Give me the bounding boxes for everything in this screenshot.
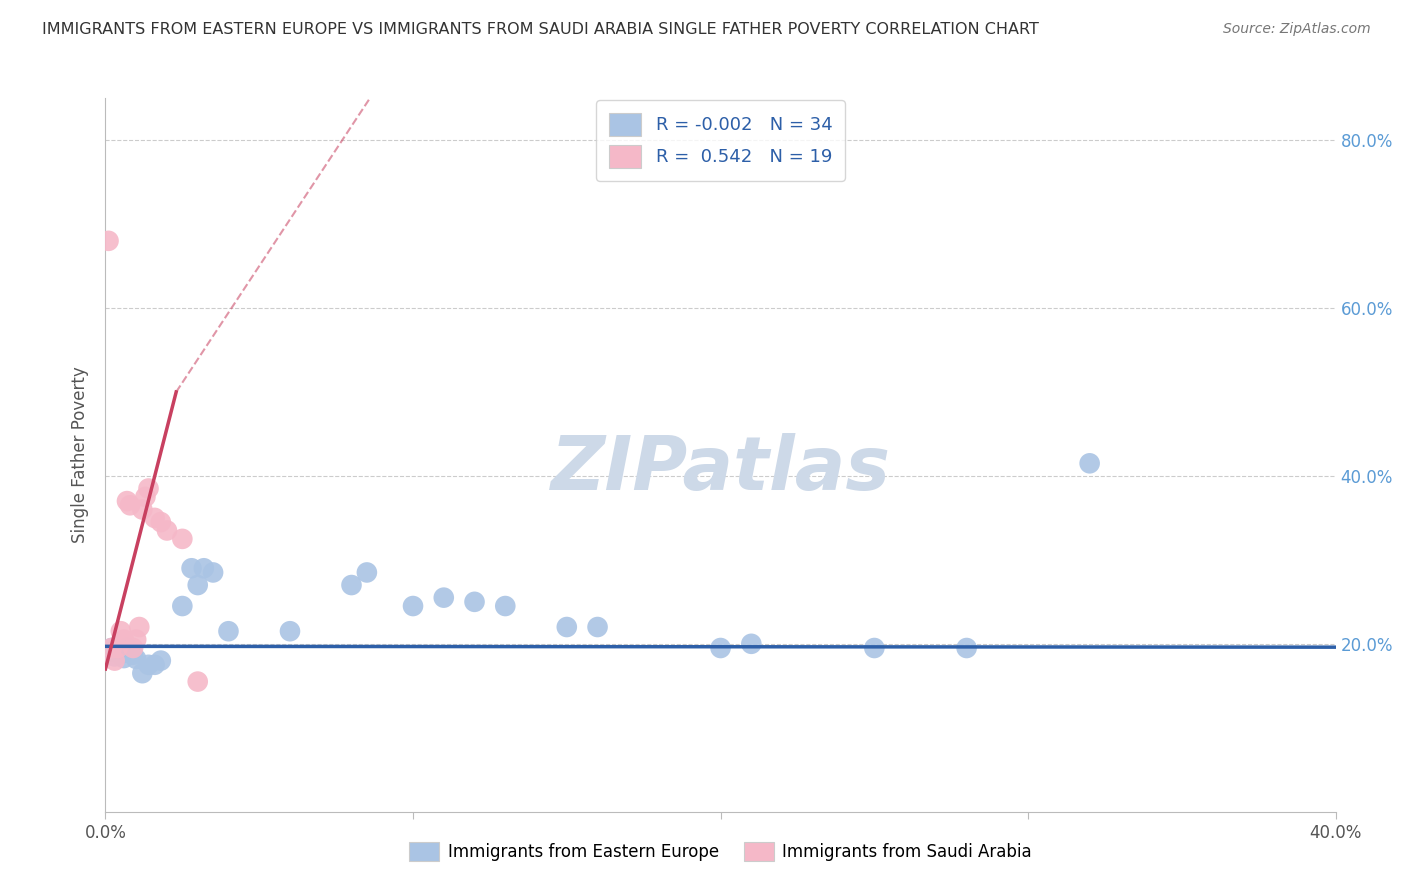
Point — [402, 599, 425, 613]
Point — [107, 640, 129, 655]
Point — [218, 624, 240, 639]
Point — [149, 515, 172, 529]
Point — [143, 511, 166, 525]
Point — [172, 532, 194, 546]
Point — [172, 599, 194, 613]
Point — [97, 645, 120, 659]
Point — [120, 498, 141, 512]
Point — [156, 524, 179, 538]
Point — [149, 654, 172, 668]
Point — [433, 591, 456, 605]
Point — [464, 595, 486, 609]
Point — [193, 561, 215, 575]
Point — [340, 578, 363, 592]
Point — [115, 640, 138, 655]
Point — [555, 620, 578, 634]
Point — [710, 640, 733, 655]
Point — [138, 657, 160, 672]
Point — [110, 647, 132, 661]
Point — [112, 651, 135, 665]
Point — [202, 566, 225, 580]
Point — [104, 649, 127, 664]
Point — [112, 632, 135, 647]
Point — [107, 643, 129, 657]
Point — [1078, 456, 1101, 470]
Point — [143, 657, 166, 672]
Point — [278, 624, 301, 639]
Point — [104, 654, 127, 668]
Point — [494, 599, 516, 613]
Legend: Immigrants from Eastern Europe, Immigrants from Saudi Arabia: Immigrants from Eastern Europe, Immigran… — [402, 835, 1039, 868]
Point — [97, 234, 120, 248]
Point — [122, 648, 145, 662]
Point — [122, 640, 145, 655]
Point — [863, 640, 886, 655]
Point — [110, 624, 132, 639]
Point — [131, 502, 153, 516]
Point — [100, 640, 122, 655]
Y-axis label: Single Father Poverty: Single Father Poverty — [72, 367, 90, 543]
Point — [128, 620, 150, 634]
Point — [586, 620, 609, 634]
Text: ZIPatlas: ZIPatlas — [551, 433, 890, 506]
Point — [187, 674, 209, 689]
Point — [180, 561, 202, 575]
Point — [740, 637, 762, 651]
Point — [125, 632, 148, 647]
Point — [100, 640, 122, 655]
Point — [138, 482, 160, 496]
Point — [125, 652, 148, 666]
Text: Source: ZipAtlas.com: Source: ZipAtlas.com — [1223, 22, 1371, 37]
Point — [131, 666, 153, 681]
Text: IMMIGRANTS FROM EASTERN EUROPE VS IMMIGRANTS FROM SAUDI ARABIA SINGLE FATHER POV: IMMIGRANTS FROM EASTERN EUROPE VS IMMIGR… — [42, 22, 1039, 37]
Point — [956, 640, 979, 655]
Point — [134, 490, 156, 504]
Point — [120, 643, 141, 657]
Point — [187, 578, 209, 592]
Point — [115, 494, 138, 508]
Point — [356, 566, 378, 580]
